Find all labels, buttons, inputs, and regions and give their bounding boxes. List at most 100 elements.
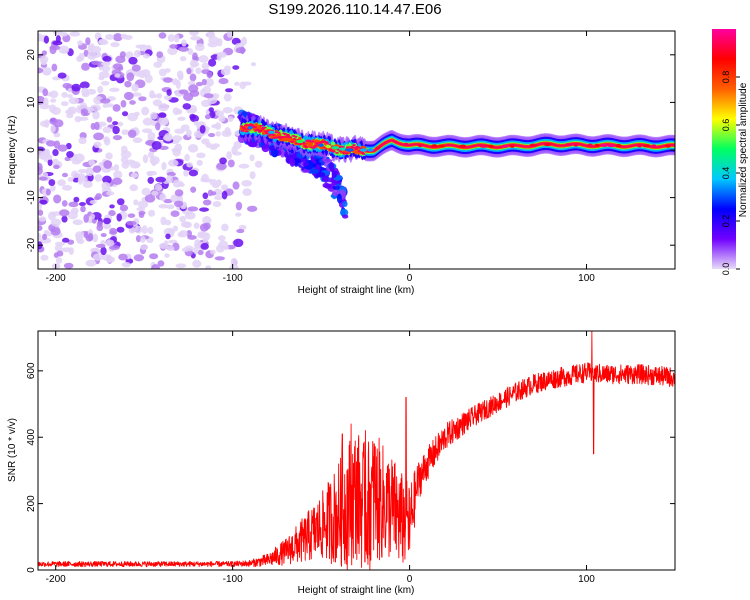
spectrogram-noise-blob (233, 140, 242, 150)
spectrogram-noise-blob (121, 129, 129, 136)
spectrogram-noise-blob (198, 55, 209, 63)
spectrogram-noise-blob (52, 148, 59, 157)
spectrogram-noise-blob (175, 263, 187, 269)
spectrogram-noise-blob (242, 188, 252, 196)
spectrogram-ridge-peak (325, 144, 332, 149)
spectrogram-noise-blob (38, 216, 47, 222)
spectrogram-ridge-cell (263, 126, 267, 129)
spectrogram-noise-blob (53, 164, 60, 170)
spectrogram-noise-blob (47, 158, 53, 167)
spectrogram-noise-blob (128, 56, 138, 65)
spectrogram-noise-blob (43, 35, 50, 44)
spectrogram-noise-blob (60, 101, 69, 107)
colorbar-ticks: 0.0 0.2 0.4 0.6 0.8 (721, 71, 740, 275)
spectrogram-noise-blob (179, 230, 188, 238)
spectrogram-noise-blob (118, 253, 128, 261)
spectrogram-ridge-peak (615, 143, 622, 148)
spectrogram-noise-blob (152, 99, 163, 107)
spectrogram-noise-blob (38, 233, 42, 241)
colorbar-tick-label: 0.8 (721, 71, 731, 84)
spectrogram-noise-blob (127, 129, 137, 138)
spectrogram-noise-blob (113, 164, 120, 172)
colorbar-scale (712, 29, 736, 269)
spectrogram-noise-blob (67, 177, 74, 183)
spectrogram-noise-blob (92, 233, 99, 243)
spectrogram-noise-blob (68, 97, 80, 105)
spectrogram-noise-blob (109, 87, 120, 93)
spectrogram-noise-blob (201, 99, 211, 108)
spectrogram-noise-blob (210, 249, 216, 255)
spectrogram-ridge-cell (332, 150, 336, 153)
spectrogram-noise-blob (208, 58, 217, 67)
spectrogram-noise-blob (103, 160, 113, 169)
spectrogram-noise-blob (211, 191, 217, 196)
spectrogram-noise-blob (133, 254, 145, 262)
spectrogram-noise-blob (71, 83, 81, 92)
spectrogram-arm-blob (331, 170, 337, 178)
spectrogram-noise-blob (39, 199, 48, 205)
spectrogram-noise-blob (156, 51, 164, 58)
snr-series-line (38, 331, 675, 570)
spectrogram-noise-blob (233, 238, 244, 248)
snr-y-label: SNR (10 * v/v) (7, 418, 18, 482)
colorbar: 0.0 0.2 0.4 0.6 0.8 Normalized spectral ampl… (712, 29, 749, 275)
spectrogram-noise-blob (159, 193, 167, 202)
spectrogram-ridge-cell (253, 126, 258, 128)
spectrogram-noise-blob (232, 65, 240, 70)
y-tick-label: 0 (26, 147, 37, 153)
spectrogram-noise-blob (88, 159, 96, 166)
spectrogram-noise-blob (50, 227, 61, 236)
spectrogram-ridge-peak (359, 148, 368, 152)
spectrogram-noise-blob (249, 171, 256, 180)
spectrogram-noise-blob (212, 201, 222, 208)
snr-x-ticks: -200 -100 0 100 (46, 331, 595, 585)
spectrogram-ridge-peak (665, 144, 671, 148)
spectrogram-noise-blob (108, 210, 116, 217)
spectrogram-noise-blob (102, 55, 112, 62)
spectrogram-noise-blob (156, 93, 162, 99)
spectrogram-noise-blob (217, 51, 227, 58)
spectrogram-noise-blob (151, 158, 157, 167)
spectrogram-noise-blob (71, 159, 81, 165)
spectrogram-noise-blob (123, 91, 134, 101)
spectrogram-ridge-cell (315, 142, 319, 145)
spectrogram-arm-blob (309, 168, 320, 174)
spectrogram-noise-blob (64, 156, 71, 162)
spectrogram-noise-blob (246, 205, 258, 212)
spectrogram-noise-blob (96, 221, 103, 228)
spectrogram-noise-blob (208, 36, 219, 45)
spectrogram-noise-blob (179, 215, 187, 223)
spectrogram-noise-blob (116, 213, 122, 222)
spectrogram-noise-blob (58, 45, 70, 54)
spectrogram-noise-blob (214, 256, 225, 261)
spectrogram-noise-blob (199, 124, 206, 134)
spectrogram-noise-blob (106, 191, 115, 196)
spectrogram-noise-blob (111, 177, 123, 185)
spectrogram-noise-blob (149, 253, 159, 260)
spectrogram-noise-blob (100, 233, 107, 238)
x-tick-label: -200 (46, 574, 66, 585)
spectrogram-ridge-cell (325, 142, 330, 145)
spectrogram-noise-blob (92, 253, 104, 261)
spectrogram-noise-blob (200, 242, 209, 250)
spectrogram-x-ticks: -200 -100 0 100 (46, 31, 595, 284)
spectrogram-noise-blob (131, 64, 141, 72)
spectrogram-noise-blob (117, 121, 124, 127)
spectrogram-noise-blob (144, 194, 156, 203)
spectrogram-noise-blob (199, 223, 209, 232)
spectrogram-noise-blob (45, 188, 51, 196)
spectrogram-noise-blob (235, 47, 246, 54)
spectrogram-noise-blob (144, 74, 153, 84)
spectrogram-noise-blob (221, 129, 232, 138)
spectrogram-noise-blob (61, 92, 68, 98)
spectrogram-noise-blob (127, 112, 139, 122)
spectrogram-noise-blob (189, 73, 197, 82)
spectrogram-noise-blob (127, 213, 136, 218)
spectrogram-noise-blob (106, 256, 116, 263)
spectrogram-noise-blob (51, 63, 58, 72)
spectrogram-noise-blob (187, 48, 194, 55)
spectrogram-noise-blob (134, 225, 143, 234)
spectrogram-noise-blob (190, 107, 197, 113)
spectrogram-ridge-cell (672, 144, 675, 147)
